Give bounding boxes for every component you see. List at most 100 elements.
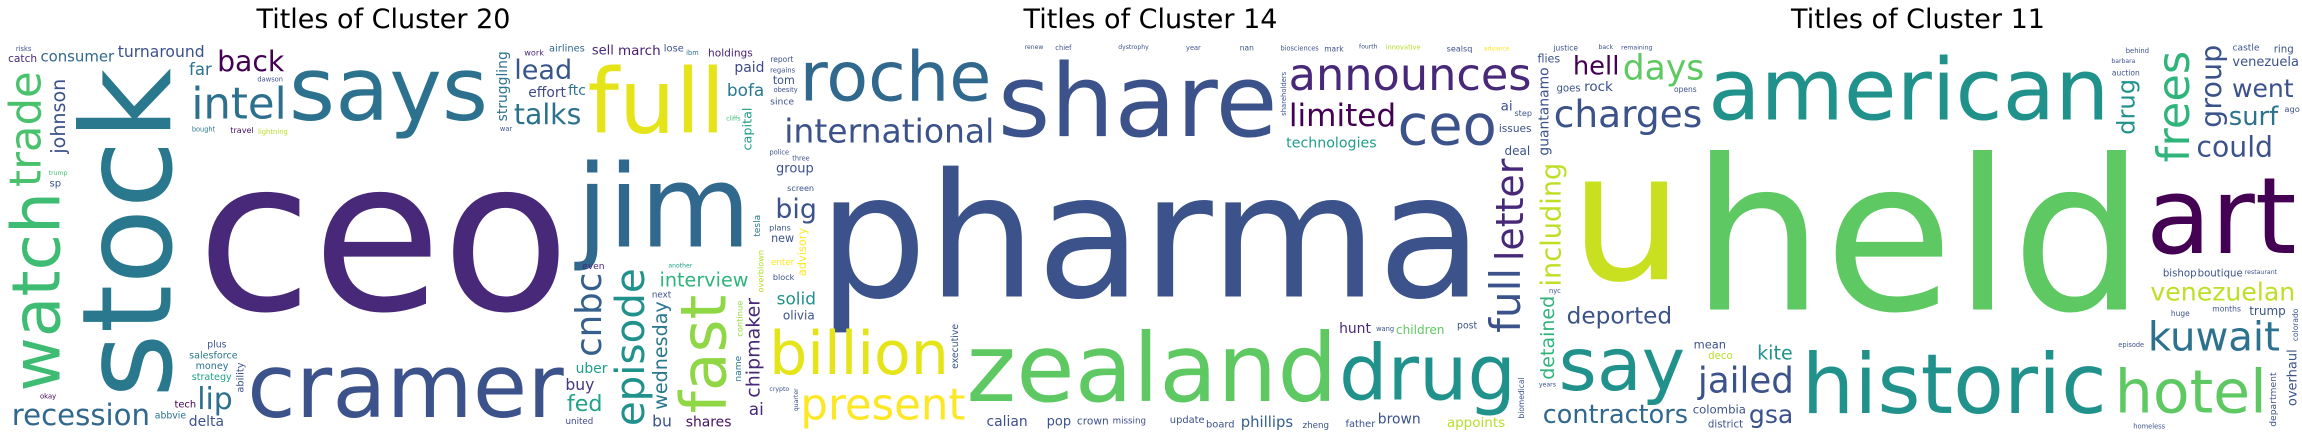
word-step: step: [1514, 108, 1532, 118]
word-dystrophy: dystrophy: [1118, 44, 1149, 51]
word-abbvie: abbvie: [155, 410, 187, 421]
word-name: name: [734, 355, 744, 381]
word-executive: executive: [950, 324, 961, 369]
word-mean: mean: [1694, 338, 1726, 352]
word-dawson: dawson: [257, 75, 283, 83]
word-district: district: [1708, 419, 1743, 430]
word-fourth: fourth: [1359, 44, 1378, 51]
word-boutique: boutique: [2198, 269, 2243, 280]
word-castle: castle: [2233, 44, 2260, 54]
word-colorado: colorado: [2291, 308, 2300, 341]
word-department: department: [2268, 372, 2279, 427]
word-ago: ago: [2284, 104, 2299, 114]
word-hell: hell: [1573, 52, 1620, 82]
word-ring: ring: [2274, 45, 2294, 56]
wordcloud-panel-cluster-20: Titles of Cluster 20 ceo says jim cramer sto…: [0, 0, 767, 435]
word-war: war: [500, 125, 512, 133]
word-ai: ai: [749, 399, 764, 419]
word-auction: auction: [2112, 69, 2140, 78]
word-technologies: technologies: [1286, 136, 1376, 152]
word-police: police: [770, 148, 790, 156]
word-quarter: quarter: [793, 388, 800, 411]
word-deported: deported: [1567, 302, 1673, 329]
word-since: since: [770, 96, 794, 107]
word-share: share: [998, 42, 1278, 160]
word-lightning: lightning: [258, 128, 288, 136]
word-next: next: [652, 291, 672, 301]
word-consumer: consumer: [40, 47, 115, 65]
word-missing: missing: [1113, 416, 1146, 426]
word-block: block: [773, 272, 795, 282]
word-limited: limited: [1289, 98, 1396, 134]
word-barbara: barbara: [2111, 58, 2135, 65]
word-episode: episode: [606, 268, 654, 426]
word-sp: sp: [50, 179, 62, 190]
word-three: three: [792, 155, 809, 163]
word-ftc: ftc: [568, 83, 586, 99]
word-american: american: [1708, 42, 2109, 140]
word-chief: chief: [1055, 44, 1072, 52]
word-even: even: [582, 262, 604, 272]
word-hunt: hunt: [1339, 321, 1371, 337]
word-uber: uber: [576, 361, 608, 377]
wordcloud-panel-cluster-14: Titles of Cluster 14 pharma zealand share a…: [767, 0, 1534, 435]
word-cnbc: cnbc: [569, 273, 610, 357]
word-went: went: [2232, 74, 2294, 103]
word-update: update: [1170, 415, 1205, 426]
word-post: post: [1457, 321, 1477, 332]
word-behind: behind: [2126, 47, 2149, 55]
word-says: says: [289, 42, 488, 141]
word-contractors: contractors: [1543, 400, 1688, 430]
word-johnson: johnson: [47, 79, 70, 155]
word-travel: travel: [230, 125, 253, 135]
word-okay: okay: [40, 393, 56, 401]
word-holdings: holdings: [708, 48, 753, 60]
word-catch: catch: [8, 53, 37, 65]
word-cliffs: cliffs: [726, 116, 740, 123]
word-years: years: [1539, 382, 1556, 389]
word-biomedical: biomedical: [1517, 377, 1526, 418]
word-u: u: [1570, 114, 1683, 322]
word-jim: jim: [573, 141, 751, 274]
word-strategy: strategy: [192, 372, 232, 383]
word-fast: fast: [667, 295, 741, 414]
word-tech: tech: [174, 400, 196, 411]
word-bofa: bofa: [727, 80, 764, 100]
word-fed: fed: [567, 391, 603, 417]
word-shareholders: shareholders: [1280, 71, 1288, 115]
word-trump: trump: [49, 170, 68, 177]
word-remaining: remaining: [1621, 44, 1652, 51]
word-issues: issues: [1499, 123, 1532, 135]
word-lead: lead: [514, 55, 572, 86]
word-wednesday: wednesday: [649, 301, 672, 409]
word-pharma: pharma: [818, 137, 1483, 338]
word-brown: brown: [1378, 412, 1421, 428]
word-another: another: [668, 263, 692, 270]
word-drug: drug: [2112, 79, 2140, 135]
word-overblown: overblown: [756, 250, 766, 293]
word-sell: sell: [592, 44, 614, 59]
word-nyc: nyc: [1549, 287, 1561, 295]
word-deco: deco: [1708, 351, 1733, 362]
word-effort: effort: [528, 85, 566, 101]
word-announces: announces: [1289, 49, 1532, 101]
word-far: far: [189, 60, 212, 79]
word-work: work: [524, 47, 544, 57]
chart-title: Titles of Cluster 14: [1023, 4, 1278, 35]
word-frees: frees: [2147, 51, 2200, 163]
word-huge: huge: [2171, 309, 2190, 318]
word-nan: nan: [1240, 43, 1254, 52]
word-ibm: ibm: [686, 49, 698, 57]
word-lip: lip: [197, 382, 233, 417]
word-father: father: [1346, 419, 1377, 430]
word-money: money: [196, 361, 229, 372]
word-appoints: appoints: [1447, 415, 1505, 431]
word-episode: episode: [2118, 341, 2144, 349]
chart-title: Titles of Cluster 11: [1791, 4, 2045, 35]
chart-title: Titles of Cluster 20: [256, 4, 511, 35]
word-bishop: bishop: [2163, 269, 2197, 280]
word-group: group: [776, 162, 814, 177]
word-capital: capital: [741, 108, 756, 151]
